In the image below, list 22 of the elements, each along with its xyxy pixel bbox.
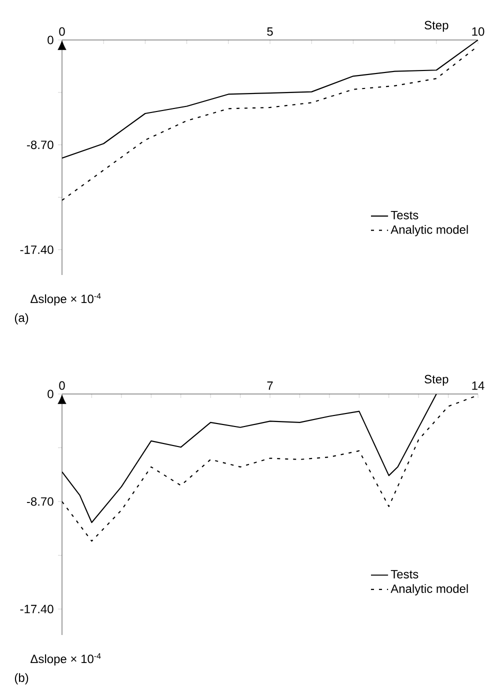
y-tick-label: 0 [48, 390, 54, 398]
x-axis-title: Step [424, 374, 448, 386]
y-axis-title: Δslope × 10$^{-4}$ [30, 293, 101, 306]
legend-label: Analytic model [390, 584, 468, 596]
legend-label: Tests [390, 211, 418, 220]
y-tick-label: -8.70 [26, 497, 54, 506]
y-axis-title: Δslope × 10$^{-4}$ [30, 653, 101, 666]
x-tick-label: 14 [472, 382, 484, 390]
x-tick-label: 7 [267, 382, 273, 390]
y-tick-label: 0 [48, 36, 54, 44]
text: (b) [14, 673, 28, 684]
x-axis-title: Step [424, 20, 448, 32]
legend-label: Analytic model [390, 225, 468, 236]
x-tick-label: 0 [59, 27, 65, 36]
x-tick-label: 0 [59, 381, 65, 390]
text: (a) [14, 313, 28, 324]
x-tick-label: 10 [472, 27, 484, 36]
y-tick-label: -17.40 [20, 604, 54, 614]
legend-label: Tests [390, 570, 418, 578]
y-tick-label: -17.40 [20, 245, 54, 254]
y-tick-label: -8.70 [26, 140, 54, 150]
x-tick-label: 5 [267, 27, 273, 36]
